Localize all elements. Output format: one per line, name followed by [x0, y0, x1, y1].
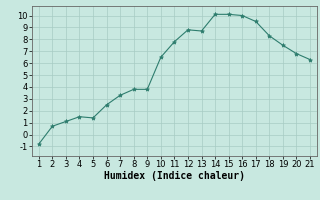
X-axis label: Humidex (Indice chaleur): Humidex (Indice chaleur)	[104, 171, 245, 181]
